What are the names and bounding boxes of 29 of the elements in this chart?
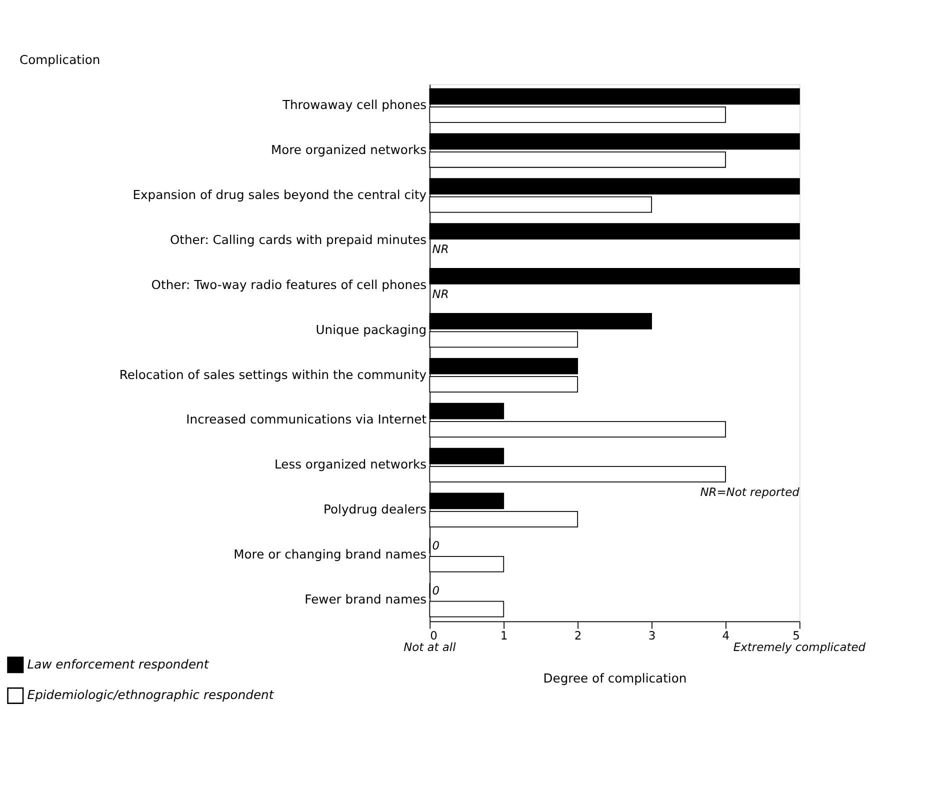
- legend-label: Law enforcement respondent: [27, 657, 210, 672]
- y-tick-label: Other: Calling cards with prepaid minutes: [170, 232, 427, 247]
- text: NR: [432, 286, 449, 301]
- y-tick-label: More organized networks: [270, 143, 427, 158]
- y-axis-title: Complication: [20, 52, 100, 67]
- x-tick-label: 4: [722, 628, 730, 642]
- x-tick-label: 5: [792, 628, 800, 642]
- x-tick-label: 0: [430, 628, 438, 642]
- x-tick-label: 1: [500, 628, 508, 642]
- y-tick-label: Unique packaging: [316, 322, 427, 337]
- text: Extremely complicated: [733, 640, 866, 654]
- y-tick-label: Fewer brand names: [304, 592, 427, 606]
- legend-label: Epidemiologic/ethnographic respondent: [27, 688, 275, 702]
- y-tick-label: Polydrug dealers: [324, 502, 427, 517]
- x-axis-title: Degree of complication: [543, 671, 687, 686]
- y-tick-label: Increased communications via Internet: [186, 412, 427, 427]
- x-tick-label: 3: [648, 628, 656, 642]
- data-label: 0: [432, 538, 440, 552]
- data-label: 0: [432, 583, 440, 598]
- y-tick-label: Expansion of drug sales beyond the central city: [132, 188, 427, 202]
- annotation: NR=Not reported: [700, 484, 800, 499]
- y-tick-label: Relocation of sales settings within the community: [119, 368, 427, 382]
- y-tick-label: More or changing brand names: [234, 548, 427, 562]
- text: NR: [432, 242, 449, 256]
- y-tick-label: Other: Two-way radio features of cell phones: [151, 278, 427, 292]
- x-tick-label: 2: [574, 628, 582, 642]
- text: Not at all: [404, 640, 457, 654]
- y-tick-label: Throwaway cell phones: [281, 98, 427, 112]
- y-tick-label: Less organized networks: [274, 458, 427, 472]
